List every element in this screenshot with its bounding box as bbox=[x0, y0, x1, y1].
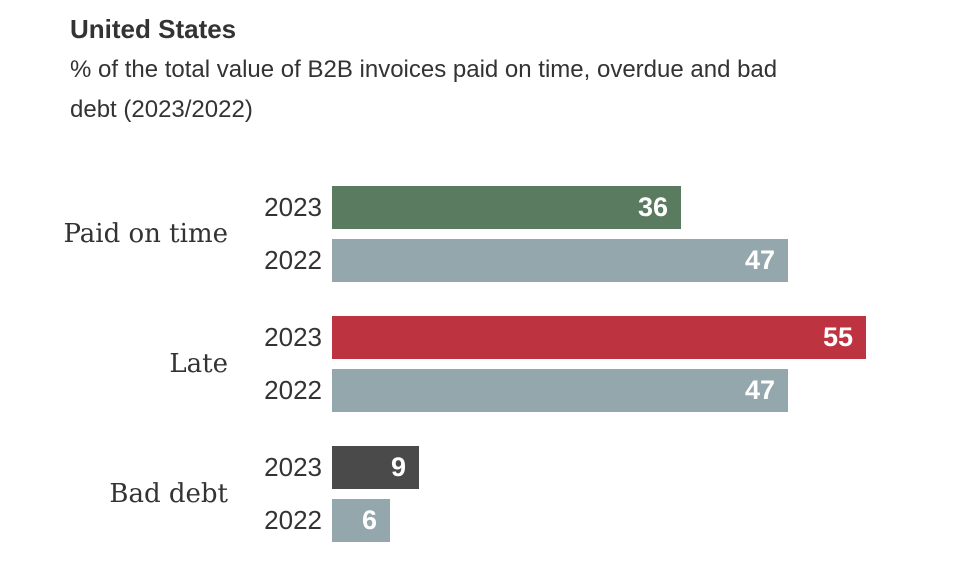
bar-row: 2023 9 bbox=[228, 446, 419, 489]
bar-value-label: 55 bbox=[822, 322, 853, 352]
year-label-2022: 2022 bbox=[264, 375, 322, 405]
category-label-late: Late bbox=[169, 349, 228, 379]
bar-rows: 2023 36 2022 47 bbox=[228, 186, 788, 282]
bar-row: 2023 55 bbox=[228, 316, 866, 359]
category-label-paid-on-time: Paid on time bbox=[63, 219, 228, 249]
year-label-2022: 2022 bbox=[264, 505, 322, 535]
bar-row: 2022 47 bbox=[228, 239, 788, 282]
chart-group-late: Late 2023 55 2022 47 bbox=[0, 316, 962, 412]
category-label-bad-debt: Bad debt bbox=[109, 479, 228, 509]
bar-row: 2022 47 bbox=[228, 369, 866, 412]
bar-value-label: 9 bbox=[390, 452, 406, 482]
chart-subtitle: % of the total value of B2B invoices pai… bbox=[70, 50, 962, 130]
bar-paid-on-time-2022: 47 bbox=[332, 239, 788, 282]
bar-value-label: 36 bbox=[637, 192, 668, 222]
chart-subtitle-line-2: debt (2023/2022) bbox=[70, 96, 253, 123]
bar-row: 2022 6 bbox=[228, 499, 419, 542]
bar-value-label: 6 bbox=[361, 505, 377, 535]
chart-title: United States bbox=[70, 14, 237, 44]
bar-bad-debt-2022: 6 bbox=[332, 499, 390, 542]
chart-group-paid-on-time: Paid on time 2023 36 2022 47 bbox=[0, 186, 962, 282]
bar-late-2022: 47 bbox=[332, 369, 788, 412]
bar-rows: 2023 9 2022 6 bbox=[228, 446, 419, 542]
bar-rows: 2023 55 2022 47 bbox=[228, 316, 866, 412]
bar-value-label: 47 bbox=[744, 245, 775, 275]
bar-late-2023: 55 bbox=[332, 316, 866, 359]
year-label-2022: 2022 bbox=[264, 245, 322, 275]
bar-paid-on-time-2023: 36 bbox=[332, 186, 681, 229]
chart-group-bad-debt: Bad debt 2023 9 2022 6 bbox=[0, 446, 962, 542]
chart-card: United States % of the total value of B2… bbox=[0, 14, 962, 542]
bar-row: 2023 36 bbox=[228, 186, 788, 229]
year-label-2023: 2023 bbox=[264, 322, 322, 352]
bar-chart: Paid on time 2023 36 2022 47 Late bbox=[0, 186, 962, 542]
year-label-2023: 2023 bbox=[264, 452, 322, 482]
bar-bad-debt-2023: 9 bbox=[332, 446, 419, 489]
bar-value-label: 47 bbox=[744, 375, 775, 405]
year-label-2023: 2023 bbox=[264, 192, 322, 222]
chart-subtitle-line-1: % of the total value of B2B invoices pai… bbox=[70, 56, 778, 83]
